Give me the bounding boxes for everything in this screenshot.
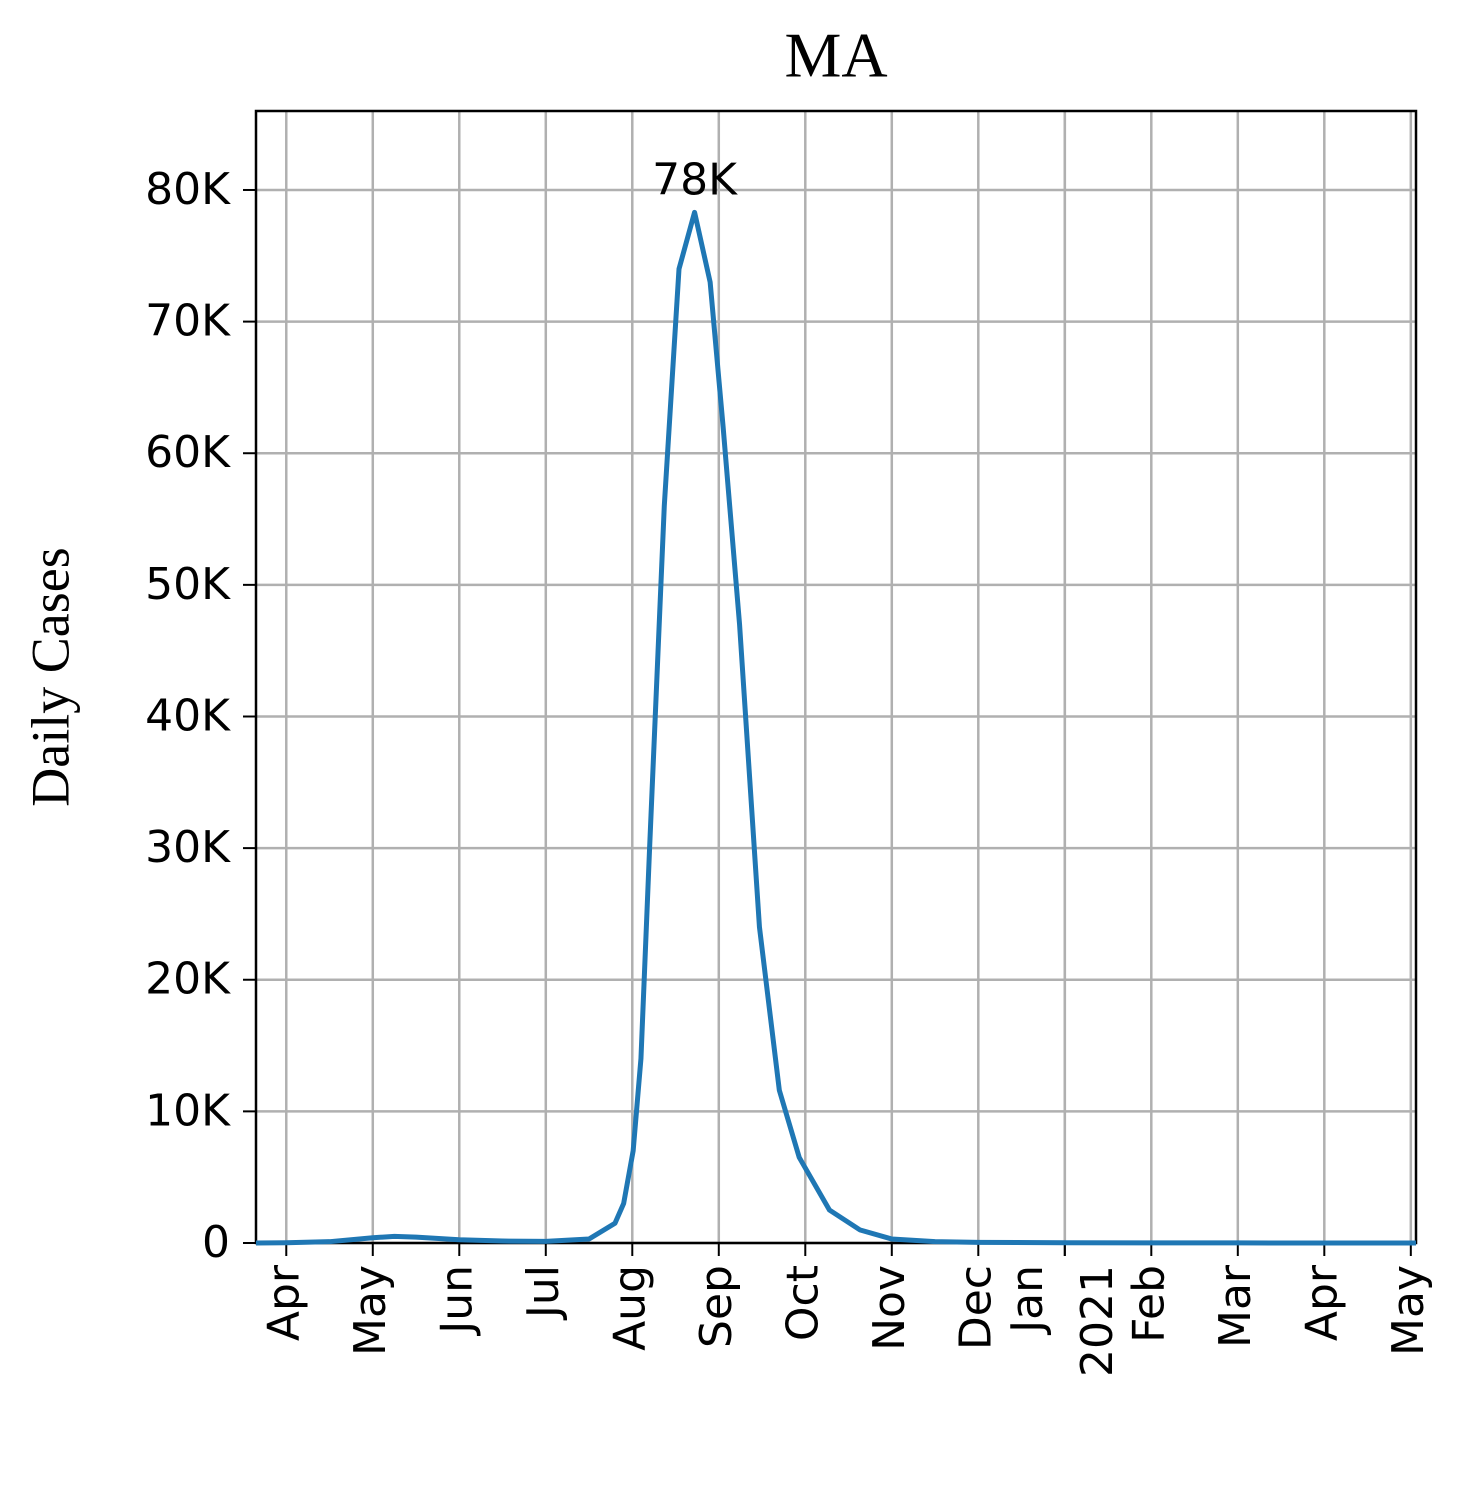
y-tick-label: 40K [145, 690, 231, 741]
y-tick-label: 70K [145, 296, 231, 347]
x-tick-label: May [345, 1265, 396, 1356]
y-tick-label: 20K [145, 954, 231, 1005]
x-tick-label: Nov [864, 1265, 915, 1351]
x-tick-label: Apr [1296, 1264, 1347, 1341]
x-tick-label: Feb [1123, 1265, 1174, 1343]
x-tick-label: May [1383, 1265, 1434, 1356]
y-tick-label: 50K [145, 559, 231, 610]
x-tick-label: Apr [258, 1264, 309, 1341]
x-tick-label: Sep [691, 1265, 742, 1348]
x-tick-label: Dec [950, 1265, 1001, 1350]
y-tick-label: 80K [145, 164, 231, 215]
x-tick-label: Jun [431, 1265, 482, 1337]
x-tick-label: 2021 [1072, 1265, 1123, 1377]
plot-frame [254, 109, 1418, 1245]
annotation: 78K [652, 154, 738, 205]
y-tick-label: 30K [145, 822, 231, 873]
y-axis-label: Daily Cases [20, 547, 80, 806]
y-tick-label: 0 [202, 1217, 230, 1268]
chart-title: MA [784, 20, 887, 91]
x-tick-label: Mar [1210, 1264, 1261, 1348]
line [255, 209, 1416, 1246]
y-tick-label: 10K [145, 1085, 231, 1136]
x-tick-label: Jan [1002, 1265, 1053, 1336]
y-tick-label: 60K [145, 427, 231, 478]
x-tick-label: Aug [604, 1265, 655, 1351]
x-tick-label: Jul [518, 1265, 569, 1321]
x-tick-label: Oct [777, 1265, 828, 1341]
